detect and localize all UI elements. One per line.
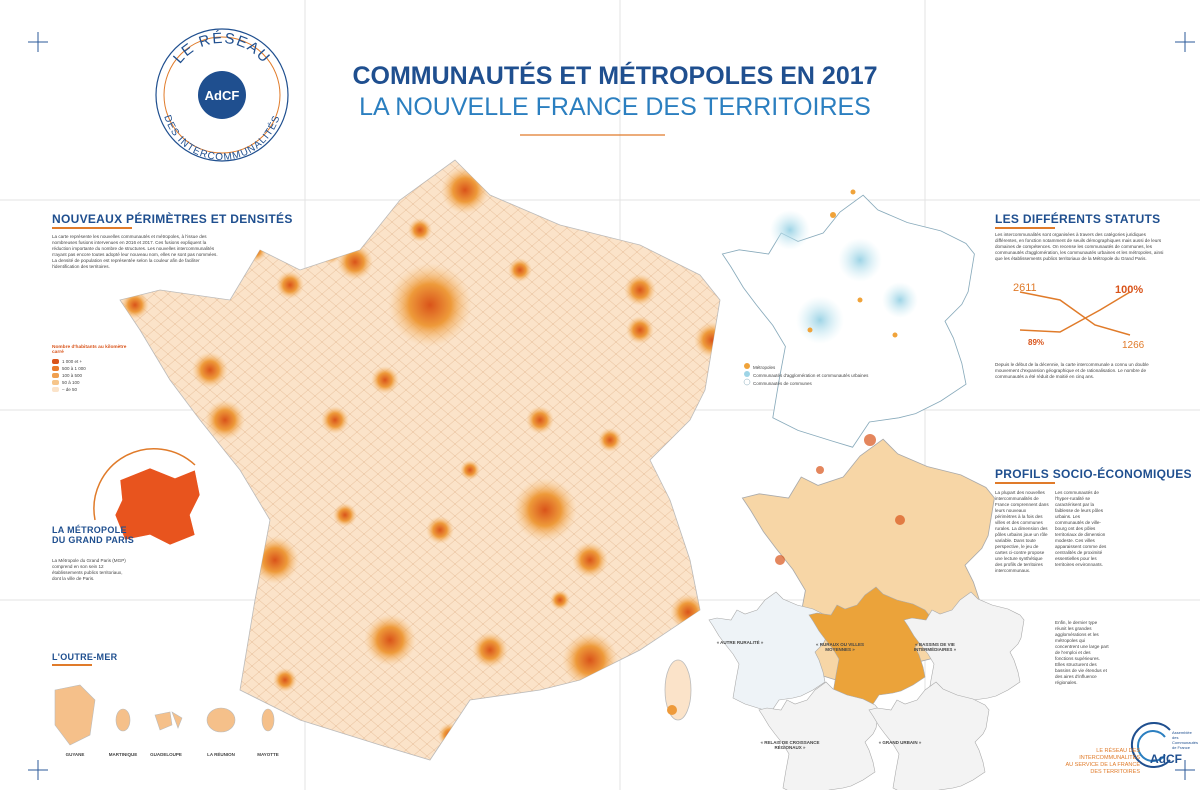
territory-label: GUADELOUPE [150, 752, 182, 757]
territory-label: MAYOTTE [257, 752, 279, 757]
legend-swatch [52, 359, 59, 364]
underline [995, 227, 1055, 229]
tagline-line: LE RÉSEAU DES [1096, 748, 1140, 754]
legend-swatch [52, 366, 59, 371]
legend-item: 1 000 et + [52, 358, 132, 365]
footer-brand: AdCF [1150, 752, 1182, 766]
section-heading: PROFILS SOCIO-ÉCONOMIQUES [995, 467, 1192, 481]
territory-label: MARTINIQUE [108, 752, 138, 757]
logo-top-text: LE RÉSEAU [170, 30, 272, 67]
underline [52, 227, 132, 229]
legend-label: 100 à 500 [62, 373, 83, 378]
legend-item: 500 à 1 000 [52, 365, 132, 372]
tagline-line: DES TERRITOIRES [1090, 769, 1140, 775]
legend-swatch [52, 373, 59, 378]
chart-label: 100% [1115, 284, 1144, 296]
footer-brand-sub: Assemblée des Communautés de France [1172, 730, 1199, 750]
legend-label: Communautés de communes [753, 380, 812, 386]
logo-bottom-text: DES INTERCOMMUNALITÉS [161, 114, 281, 163]
statuts-map [721, 189, 975, 448]
logo-name: AdCF [205, 88, 240, 103]
legend-label: 50 à 100 [62, 380, 80, 385]
body-text: La plupart des nouvelles intercommunalit… [995, 490, 1049, 573]
tagline-line: INTERCOMMUNALITÉS [1079, 755, 1140, 761]
logo: LE RÉSEAU DES INTERCOMMUNALITÉS AdCF [155, 28, 289, 163]
legend-label: – de 50 [62, 387, 78, 392]
section-heading: L'OUTRE-MER [52, 652, 118, 662]
profils-map [741, 434, 995, 692]
territory-label: LA RÉUNION [207, 752, 235, 757]
footer-tagline: LE RÉSEAU DES INTERCOMMUNALITÉS AU SERVICE… [1040, 748, 1140, 776]
legend-swatch [52, 380, 59, 385]
section-heading: NOUVEAUX PÉRIMÈTRES ET DENSITÉS [52, 212, 293, 226]
section-heading: LES DIFFÉRENTS STATUTS [995, 212, 1161, 226]
territory-label: GUYANE [65, 752, 85, 757]
legend-title: Nombre d'habitants au kilomètre carré [52, 345, 127, 355]
legend-items: 1 000 et + 500 à 1 000 100 à 500 50 à 100 – … [52, 358, 132, 393]
statuts-legend: Métropoles Communautés d'agglomération et… [753, 363, 868, 387]
underline [52, 664, 92, 666]
map-label: « RURAUX OU VILLES MOYENNES » [815, 642, 864, 652]
body-text: Depuis le début de la décennie, la carte… [995, 362, 1149, 379]
map-label: « RELAIS DE CROISSANCE RÉGIONAUX » [760, 740, 820, 750]
logo-bottom: DES INTERCOMMUNALITÉS [161, 114, 282, 163]
body-text: La carte représente les nouvelles commun… [52, 234, 218, 269]
legend-label: 500 à 1 000 [62, 366, 86, 371]
legend-item: 100 à 500 [52, 372, 132, 379]
profils-small-maps [708, 586, 1025, 790]
outremer-maps [54, 684, 275, 746]
body-text: Enfin, le dernier type réunit les grande… [1055, 620, 1109, 685]
chart-label: 1266 [1122, 340, 1145, 351]
legend-label: Métropoles [753, 364, 776, 370]
underline [995, 482, 1055, 484]
crop-marks [28, 32, 1195, 780]
legend-label: 1 000 et + [62, 359, 83, 364]
body-text: Les communautés de l'hyper-ruralité se c… [1055, 490, 1107, 567]
grand-paris-map [93, 448, 201, 546]
body-text: La Métropole du Grand Paris (MGP) compre… [52, 558, 126, 581]
map-label: « AUTRE RURALITÉ » [716, 640, 764, 645]
map-label: « GRAND URBAIN » [878, 740, 922, 745]
chart-label: 2611 [1013, 282, 1037, 294]
legend-label: Communautés d'agglomération et communaut… [753, 372, 869, 378]
legend-swatch [52, 387, 59, 392]
title: COMMUNAUTÉS ET MÉTROPOLES EN 2017 [352, 62, 878, 90]
logo-top: LE RÉSEAU [170, 30, 274, 67]
legend-item: – de 50 [52, 386, 132, 393]
footer-logo [1130, 722, 1171, 768]
legend-item: 50 à 100 [52, 379, 132, 386]
body-text: Les intercommunalités sont organisées à … [995, 232, 1164, 261]
section-heading: LA MÉTROPOLE DU GRAND PARIS [52, 525, 135, 545]
density-legend: Nombre d'habitants au kilomètre carré 1 … [52, 345, 132, 393]
subtitle: LA NOUVELLE FRANCE DES TERRITOIRES [359, 93, 871, 121]
chart-label: 89% [1028, 338, 1045, 347]
header: COMMUNAUTÉS ET MÉTROPOLES EN 2017 LA NOU… [315, 62, 915, 122]
tagline-line: AU SERVICE DE LA FRANCE [1065, 762, 1140, 768]
statuts-chart [1019, 291, 1131, 336]
map-label: « BASSINS DE VIE INTERMÉDIAIRES » [913, 642, 957, 652]
